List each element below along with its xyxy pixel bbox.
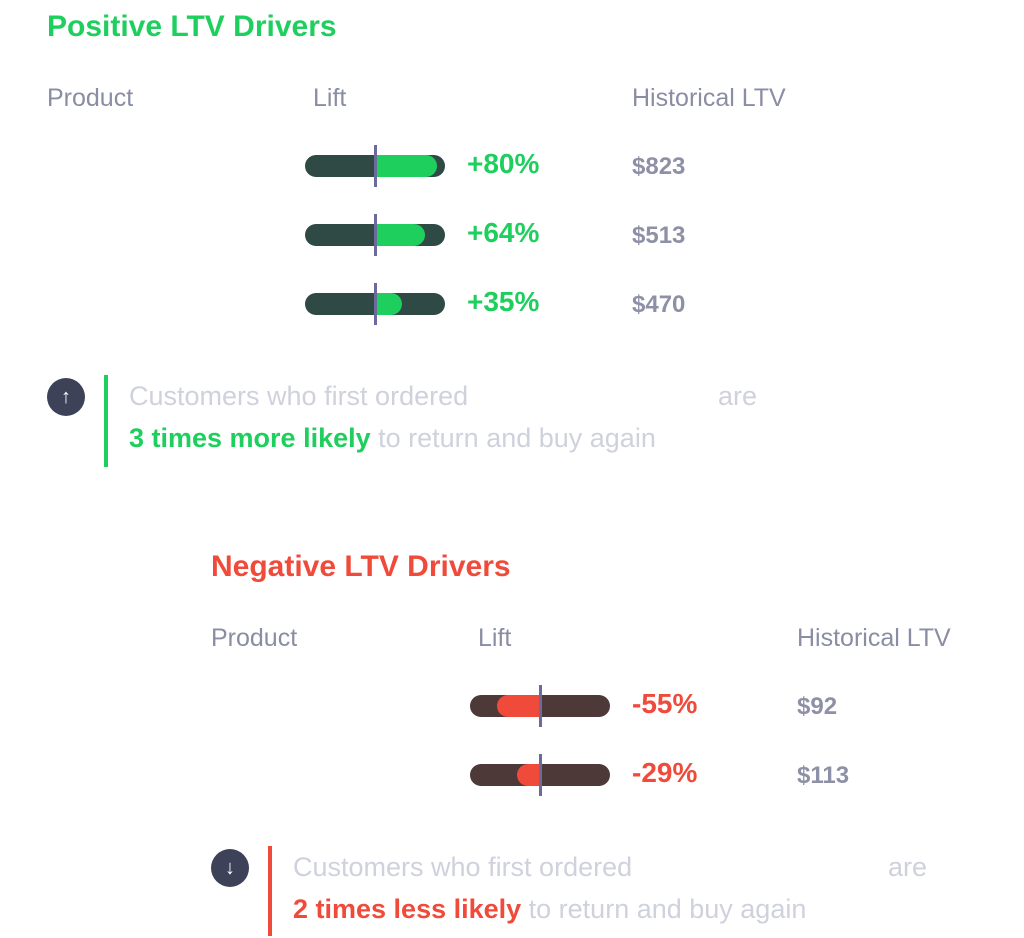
- negative-callout-highlight: 2 times less likely: [293, 894, 522, 924]
- arrow-down-icon: ↓: [211, 849, 249, 887]
- positive-zero-line: [374, 214, 377, 256]
- positive-header-lift: Lift: [313, 84, 347, 112]
- arrow-up-icon: ↑: [47, 378, 85, 416]
- negative-callout-rule: [268, 846, 272, 936]
- positive-ltv-value: $470: [632, 291, 686, 318]
- negative-callout: ↓ Customers who first ordered are 2 time…: [211, 846, 1011, 938]
- negative-callout-rest: to return and buy again: [521, 894, 807, 924]
- negative-row: -29% $113: [470, 754, 1024, 796]
- negative-bar-fill: [517, 764, 540, 786]
- negative-lift-label: -29%: [632, 757, 698, 788]
- positive-ltv-value: $513: [632, 222, 686, 249]
- positive-title: Positive LTV Drivers: [47, 10, 337, 43]
- positive-callout-line1-end: are: [718, 381, 758, 411]
- positive-zero-line: [374, 283, 377, 325]
- positive-bar-fill: [375, 224, 425, 246]
- positive-bar-fill: [375, 155, 438, 177]
- negative-zero-line: [539, 754, 542, 796]
- positive-lift-label: +80%: [467, 148, 540, 179]
- positive-callout-rest: to return and buy again: [370, 423, 656, 453]
- positive-callout-line2: 3 times more likely to return and buy ag…: [129, 423, 656, 454]
- positive-row: +80% $823: [305, 145, 905, 187]
- negative-bar-fill: [497, 695, 540, 717]
- positive-lift-label: +35%: [467, 286, 540, 317]
- positive-callout: ↑ Customers who first ordered are 3 time…: [47, 375, 847, 470]
- negative-section: Negative LTV Drivers Product Lift Histor…: [0, 540, 1024, 938]
- negative-lift-label: -55%: [632, 688, 698, 719]
- positive-section: Positive LTV Drivers Product Lift Histor…: [47, 10, 905, 470]
- positive-callout-highlight: 3 times more likely: [129, 423, 371, 453]
- negative-ltv-value: $113: [797, 762, 850, 789]
- negative-header-lift: Lift: [478, 624, 512, 652]
- positive-header-ltv: Historical LTV: [632, 84, 786, 112]
- positive-lift-label: +64%: [467, 217, 540, 248]
- negative-callout-line1: Customers who first ordered: [293, 852, 632, 883]
- negative-header-product: Product: [211, 624, 298, 652]
- negative-zero-line: [539, 685, 542, 727]
- positive-zero-line: [374, 145, 377, 187]
- positive-row: +64% $513: [305, 214, 905, 256]
- positive-callout-text-start: Customers who first ordered: [129, 381, 469, 411]
- positive-row: +35% $470: [305, 283, 905, 325]
- negative-ltv-value: $92: [797, 693, 838, 720]
- negative-title: Negative LTV Drivers: [211, 550, 511, 583]
- positive-bar-fill: [375, 293, 403, 315]
- positive-callout-rule: [104, 375, 108, 467]
- positive-callout-line1: Customers who first ordered: [129, 381, 468, 412]
- negative-header-ltv: Historical LTV: [797, 624, 951, 652]
- positive-ltv-value: $823: [632, 153, 686, 180]
- negative-callout-line1-end: are: [888, 852, 928, 882]
- negative-row: -55% $92: [470, 685, 1024, 727]
- negative-callout-line2: 2 times less likely to return and buy ag…: [293, 894, 806, 925]
- positive-header-product: Product: [47, 84, 134, 112]
- negative-callout-text-start: Customers who first ordered: [293, 852, 633, 882]
